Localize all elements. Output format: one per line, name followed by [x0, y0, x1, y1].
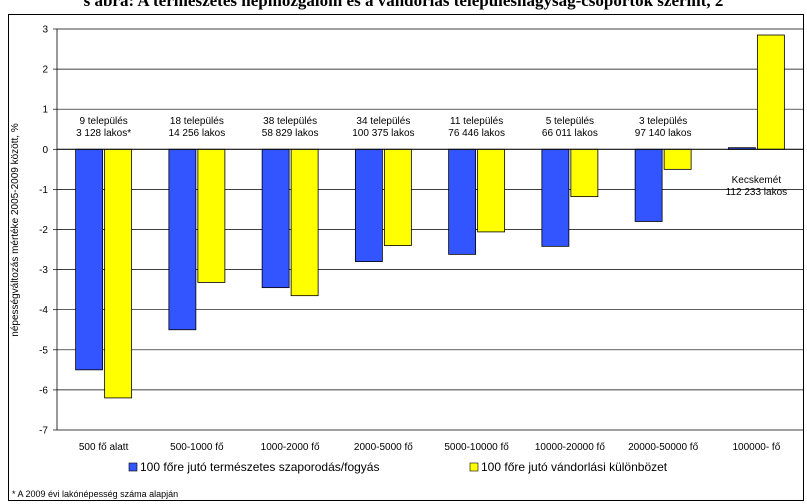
bar-s1-10000-20000-f: [541, 148, 570, 247]
bar-s2-100000-f: [756, 34, 785, 150]
footnote: * A 2009 évi lakónépesség száma alapján: [12, 489, 178, 499]
annotation-10000-20000-f-line1: 5 település: [546, 116, 594, 127]
annotation-20000-50000-f-line2: 97 140 lakos: [635, 128, 692, 139]
bar-s2-20000-50000-f: [663, 148, 692, 170]
annotation-1000-2000-f-line1: 38 település: [263, 116, 317, 127]
bar-s2-2000-5000-f: [383, 148, 412, 246]
gridlines: [53, 28, 803, 431]
chart-frame: [8, 14, 804, 501]
y-tick-label: -6: [39, 385, 48, 396]
y-tick-label: 0: [42, 145, 48, 156]
annotation-500-f-alatt-line2: 3 128 lakos*: [76, 128, 131, 139]
x-tick-label-100000-f: 100000- fő: [732, 442, 780, 453]
legend-label-migration: 100 főre jutó vándorlási különbözet: [481, 460, 668, 474]
annotation-500-f-alatt-line1: 9 település: [79, 116, 127, 127]
bar-s2-10000-20000-f: [570, 148, 599, 198]
legend-label-natural: 100 főre jutó természetes szaporodás/fog…: [140, 460, 379, 474]
y-tick-label: 3: [42, 25, 48, 36]
y-tick-label: 2: [42, 65, 48, 76]
chart-title: s ábra: A természetes népmozgalom és a v…: [83, 0, 724, 10]
bar-s1-20000-50000-f: [634, 148, 663, 222]
x-tick-label-5000-10000-f: 5000-10000 fő: [444, 442, 509, 453]
y-tick-label: -5: [39, 345, 48, 356]
bar-s2-500-f-alatt: [104, 148, 133, 399]
annotation-5000-10000-f-line1: 11 település: [450, 116, 503, 127]
annotation-20000-50000-f-line1: 3 település: [639, 116, 687, 127]
legend: 100 főre jutó természetes szaporodás/fog…: [128, 460, 668, 474]
annotation-2000-5000-f-line1: 34 település: [356, 116, 410, 127]
y-tick-label: -1: [39, 185, 48, 196]
bar-s1-2000-5000-f: [354, 148, 383, 262]
bars: [75, 34, 785, 399]
bar-s1-500-f-alatt: [75, 148, 104, 371]
x-tick-label-10000-20000-f: 10000-20000 fő: [535, 442, 606, 453]
x-tick-label-500-1000-f: 500-1000 fő: [170, 442, 224, 453]
bar-s2-1000-2000-f: [290, 148, 319, 297]
bar-s1-1000-2000-f: [261, 148, 290, 289]
y-tick-labels: 3 2 1 0 -1 -2 -3 -4 -5 -6 -7: [39, 25, 48, 437]
x-tick-labels: 500 fő alatt 500-1000 fő 1000-2000 fő 2000-…: [79, 442, 781, 453]
y-axis-label: népességváltozás mértéke 2005-2009 közöt…: [10, 123, 21, 337]
annotation-1000-2000-f-line2: 58 829 lakos: [262, 128, 319, 139]
x-tick-label-500-f-alatt: 500 fő alatt: [79, 442, 129, 453]
x-tick-label-20000-50000-f: 20000-50000 fő: [628, 442, 699, 453]
bar-s2-500-1000-f: [197, 148, 226, 283]
y-tick-label: -2: [39, 225, 48, 236]
annotation-5000-10000-f-line2: 76 446 lakos: [448, 128, 505, 139]
annotation-100000-f-line1: Kecskemét: [732, 175, 782, 186]
y-tick-label: -4: [39, 305, 48, 316]
bar-s2-5000-10000-f: [477, 148, 506, 233]
annotation-10000-20000-f-line2: 66 011 lakos: [542, 128, 598, 139]
bar-s1-500-1000-f: [168, 148, 197, 331]
annotation-100000-f-line2: 112 233 lakos: [726, 187, 788, 198]
legend-swatch-migration: [469, 462, 479, 472]
annotation-500-1000-f-line1: 18 település: [170, 116, 224, 127]
annotation-500-1000-f-line2: 14 256 lakos: [169, 128, 226, 139]
y-tick-label: -3: [39, 265, 48, 276]
x-tick-label-1000-2000-f: 1000-2000 fő: [261, 442, 320, 453]
y-tick-label: -7: [39, 426, 48, 437]
y-tick-label: 1: [42, 105, 48, 116]
x-tick-label-2000-5000-f: 2000-5000 fő: [354, 442, 413, 453]
bar-s1-5000-10000-f: [448, 148, 477, 255]
annotation-2000-5000-f-line2: 100 375 lakos: [352, 128, 414, 139]
legend-swatch-natural: [128, 462, 138, 472]
